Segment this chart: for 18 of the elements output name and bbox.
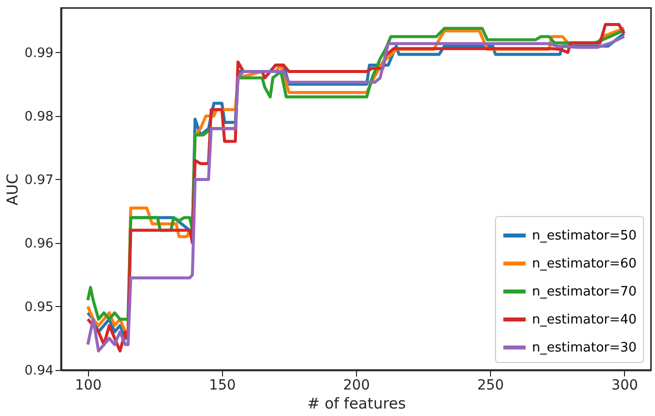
y-tick-label: 0.97 — [24, 172, 54, 188]
y-tick-label: 0.96 — [24, 236, 54, 252]
legend-label: n_estimator=60 — [532, 256, 637, 272]
x-axis-title: # of features — [307, 394, 406, 412]
x-tick-label: 150 — [209, 378, 236, 394]
x-tick-label: 100 — [74, 378, 102, 394]
legend-label: n_estimator=40 — [532, 312, 637, 328]
y-tick-label: 0.94 — [24, 364, 54, 378]
y-tick-label: 0.99 — [24, 46, 54, 61]
legend-label: n_estimator=50 — [532, 228, 637, 244]
y-tick-label: 0.98 — [24, 109, 54, 124]
x-tick-label: 250 — [477, 378, 504, 394]
x-tick-label: 300 — [611, 378, 638, 394]
y-axis-title: AUC — [4, 174, 22, 206]
legend-label: n_estimator=70 — [532, 284, 637, 300]
x-tick-label: 200 — [343, 378, 370, 394]
legend-label: n_estimator=30 — [532, 340, 637, 356]
y-tick-label: 0.95 — [24, 300, 54, 315]
